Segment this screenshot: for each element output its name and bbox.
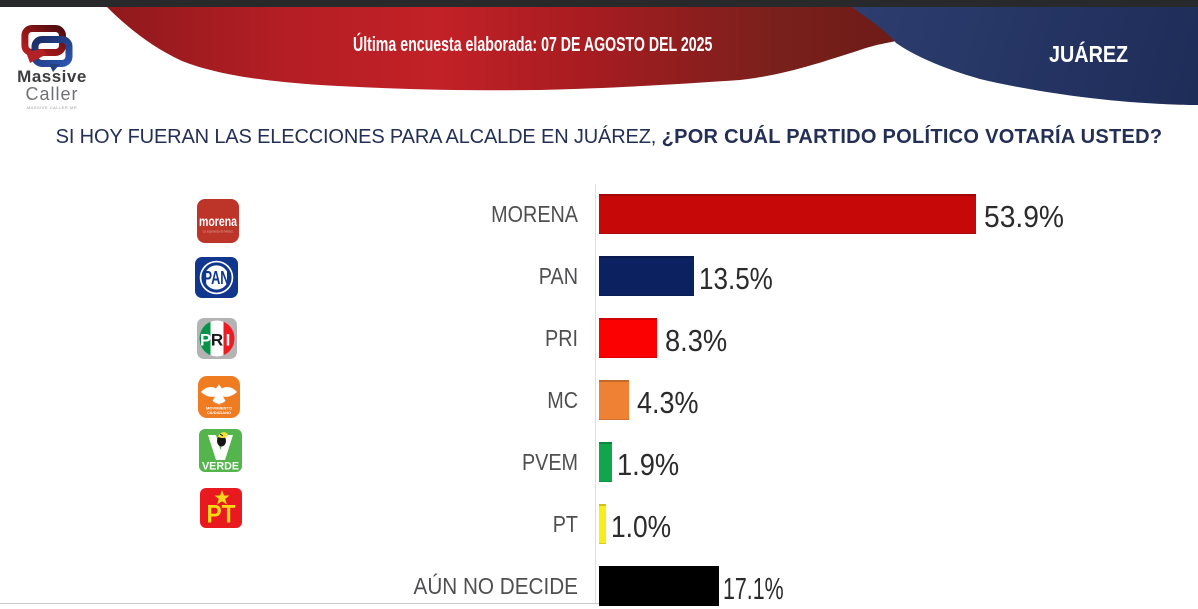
svg-text:MOVIMIENTO: MOVIMIENTO [206,407,232,411]
svg-text:P: P [200,331,211,350]
svg-text:morena: morena [199,213,237,229]
svg-text:PT: PT [207,501,236,529]
svg-text:R: R [211,331,223,350]
svg-text:VERDE: VERDE [202,461,239,473]
svg-text:PAN: PAN [204,268,230,288]
svg-text:La esperanza de México: La esperanza de México [203,230,233,234]
svg-text:I: I [226,331,231,350]
svg-text:CIUDADANO: CIUDADANO [207,411,231,415]
